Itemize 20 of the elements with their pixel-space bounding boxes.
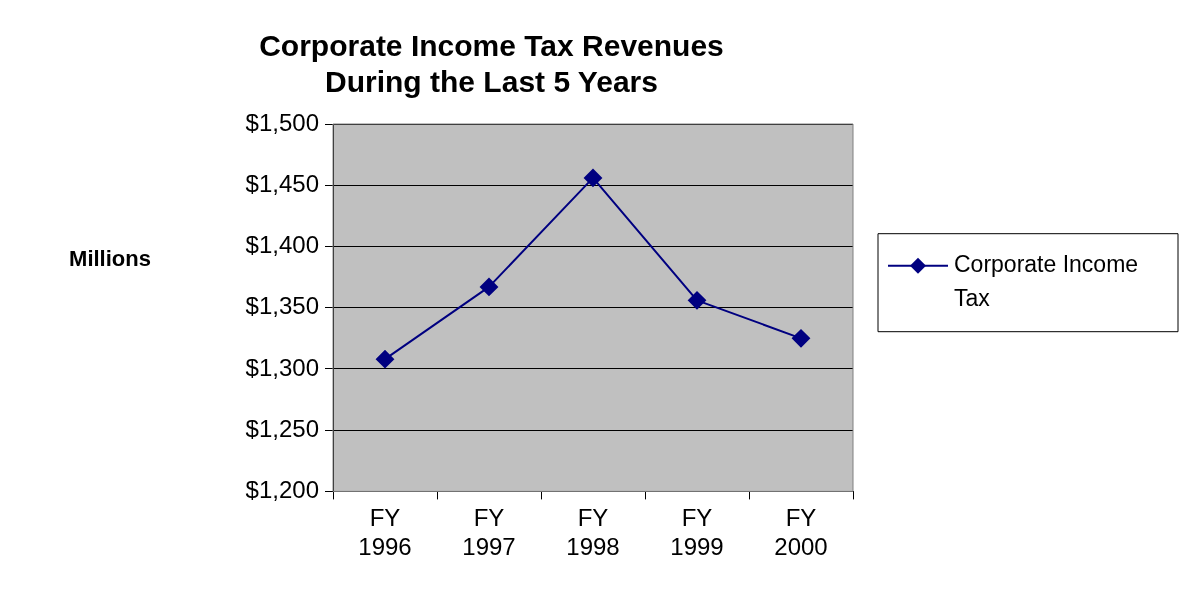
- y-axis-title: Millions: [69, 246, 151, 271]
- x-tick-label: FY 1999: [670, 504, 724, 561]
- x-tick-label: FY 2000: [774, 504, 828, 561]
- legend-label: Corporate Income Tax: [954, 251, 1139, 312]
- y-tick-label: $1,250: [245, 414, 319, 442]
- y-tick-label: $1,400: [245, 231, 319, 259]
- point: [480, 277, 498, 296]
- y-tick-label: $1,450: [245, 169, 319, 197]
- y-tick-label: $1,200: [245, 476, 319, 504]
- x-tick-label: FY 1998: [566, 504, 620, 561]
- point: [688, 291, 706, 310]
- point: [584, 168, 602, 187]
- chart-title: Corporate Income Tax Revenues During the Last 5 Years: [259, 29, 724, 99]
- y-tick-label: $1,500: [245, 108, 319, 136]
- x-tick-label: FY 1996: [358, 504, 412, 561]
- x-tick-label: FY 1997: [462, 504, 516, 561]
- y-tick-label: $1,350: [245, 292, 319, 320]
- y-tick-label: $1,300: [245, 353, 319, 381]
- point: [376, 350, 394, 369]
- point: [792, 329, 810, 348]
